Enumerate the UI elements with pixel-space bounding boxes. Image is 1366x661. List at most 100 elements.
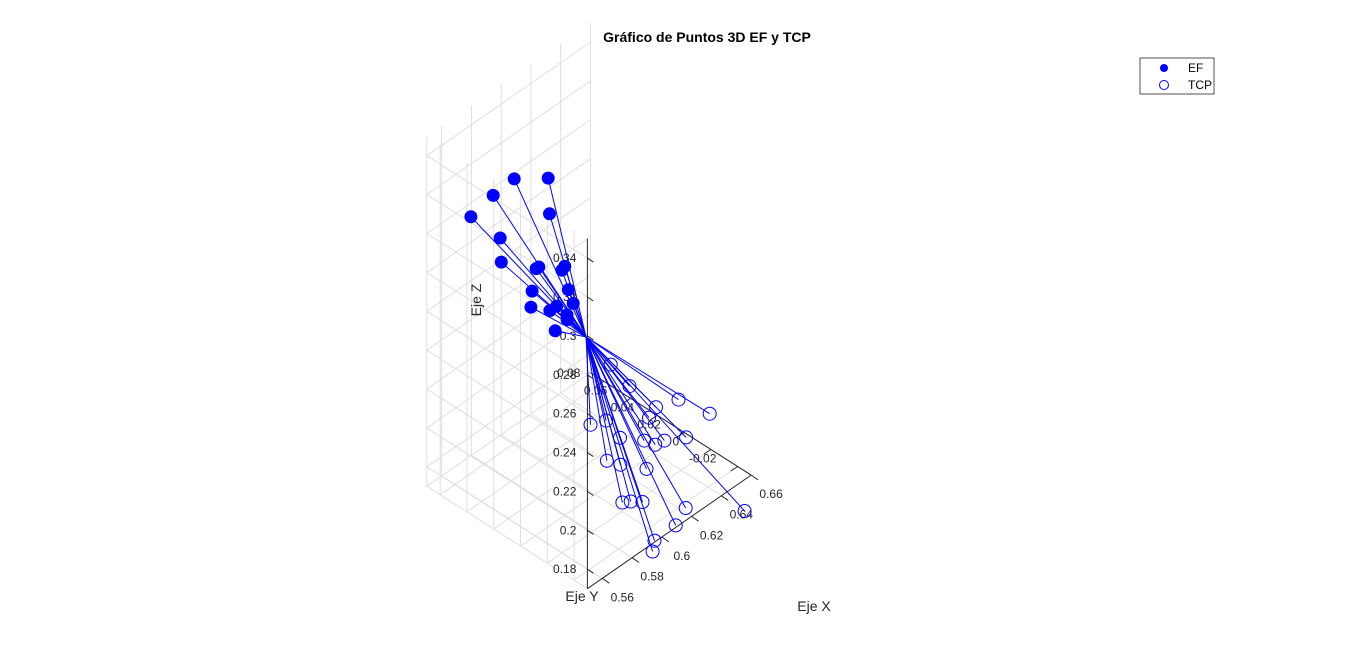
- ef-point: [566, 296, 580, 310]
- legend-box: [1139, 57, 1215, 95]
- y-axis-label: Eje Y: [565, 588, 599, 604]
- tcp-point: [635, 495, 650, 509]
- x-tick-mark: [721, 495, 729, 501]
- tcp-point: [642, 410, 656, 425]
- ef-point: [525, 284, 539, 298]
- tcp-point: [637, 433, 652, 448]
- z-tick-mark: [587, 296, 594, 302]
- grid-line: [471, 454, 633, 559]
- legend[interactable]: EF TCP: [1139, 57, 1215, 95]
- tcp-point: [599, 453, 614, 468]
- connector-line: [585, 336, 621, 465]
- connector-line: [585, 336, 745, 512]
- z-tick-label: 0.24: [553, 446, 577, 460]
- ef-point: [541, 171, 555, 185]
- ef-point: [486, 188, 500, 202]
- x-tick-label: 0.58: [640, 570, 664, 584]
- connector-line: [585, 336, 608, 461]
- connector-line: [585, 336, 623, 503]
- ef-point: [507, 172, 521, 186]
- tcp-point: [679, 430, 694, 445]
- ef-point: [561, 283, 575, 297]
- x-tick-mark: [691, 515, 699, 522]
- connector-line: [585, 336, 679, 401]
- grid-line: [439, 380, 605, 496]
- grid-line: [500, 434, 663, 538]
- z-tick-mark: [587, 568, 594, 574]
- z-tick-label: 0.28: [553, 368, 577, 382]
- z-tick-mark: [587, 452, 594, 458]
- legend-ef-label: EF: [1188, 61, 1203, 75]
- x-tick-label: 0.64: [730, 508, 754, 522]
- ef-point: [532, 260, 546, 274]
- grid-line: [426, 372, 591, 487]
- connector-line: [513, 178, 587, 338]
- connector-line: [585, 336, 677, 526]
- x-tick-label: 0.66: [759, 487, 783, 501]
- tcp-point: [613, 457, 628, 472]
- grid-line: [426, 485, 588, 590]
- z-tick-label: 0.18: [553, 562, 577, 576]
- grid-line: [426, 427, 588, 531]
- connector-line: [585, 336, 655, 541]
- tcp-point: [623, 494, 638, 509]
- grid-line: [426, 310, 588, 415]
- ef-point: [524, 300, 538, 314]
- tcp-point: [649, 400, 663, 415]
- x-tick-mark: [661, 536, 670, 543]
- connector-lines: [470, 177, 745, 552]
- ef-point: [548, 324, 562, 338]
- ef-point: [493, 231, 507, 245]
- x-tick-mark: [631, 557, 640, 563]
- x-axis-line: [587, 474, 752, 590]
- z-tick-label: 0.26: [553, 407, 577, 421]
- tcp-point: [622, 379, 637, 394]
- legend-tcp-label: TCP: [1188, 78, 1212, 92]
- z-tick-mark: [587, 529, 594, 535]
- connector-line: [538, 266, 587, 338]
- y-tick-label: 0: [673, 435, 680, 449]
- tcp-point: [668, 518, 683, 533]
- connector-line: [530, 306, 587, 338]
- tcp-point: [737, 504, 752, 518]
- chart-title: Gráfico de Puntos 3D EF y TCP: [603, 29, 811, 45]
- y-tick-label: 0.08: [557, 366, 581, 380]
- tcp-point: [603, 357, 618, 372]
- grid-line: [493, 414, 658, 530]
- grid-line: [560, 392, 722, 497]
- legend-tcp-marker-icon: [1159, 80, 1169, 90]
- z-tick-label: 0.22: [553, 485, 577, 499]
- tcp-point: [639, 461, 654, 476]
- grid-line: [426, 197, 591, 312]
- x-tick-mark: [750, 474, 759, 481]
- tcp-point: [599, 413, 614, 428]
- grid-line: [426, 466, 588, 570]
- ef-point: [494, 255, 508, 269]
- data-markers: [464, 171, 752, 559]
- x-axis-label: Eje X: [797, 598, 831, 614]
- grid-line: [426, 349, 588, 454]
- connector-line: [585, 336, 710, 415]
- tcp-point: [647, 533, 662, 548]
- connector-line: [585, 336, 591, 425]
- z-tick-label: 0.2: [560, 523, 577, 537]
- y-tick-mark: [650, 414, 658, 421]
- tcp-point: [671, 392, 686, 407]
- tcp-point: [678, 501, 693, 515]
- z-tick-mark: [587, 335, 594, 341]
- grid-line: [426, 313, 591, 429]
- legend-ef-marker-icon: [1160, 64, 1168, 72]
- grid-line: [426, 236, 591, 351]
- z-axis-label: Eje Z: [468, 283, 484, 316]
- grid-line: [426, 352, 591, 468]
- ef-point: [558, 259, 572, 273]
- z-tick-label: 0.34: [553, 251, 577, 265]
- x-tick-mark: [602, 577, 610, 584]
- ef-point: [543, 304, 557, 318]
- tcp-point: [615, 495, 630, 510]
- grid-line: [426, 155, 588, 259]
- grid-line: [426, 271, 588, 376]
- x-tick-label: 0.62: [700, 528, 724, 542]
- connector-line: [547, 177, 587, 338]
- grid-line: [426, 274, 591, 390]
